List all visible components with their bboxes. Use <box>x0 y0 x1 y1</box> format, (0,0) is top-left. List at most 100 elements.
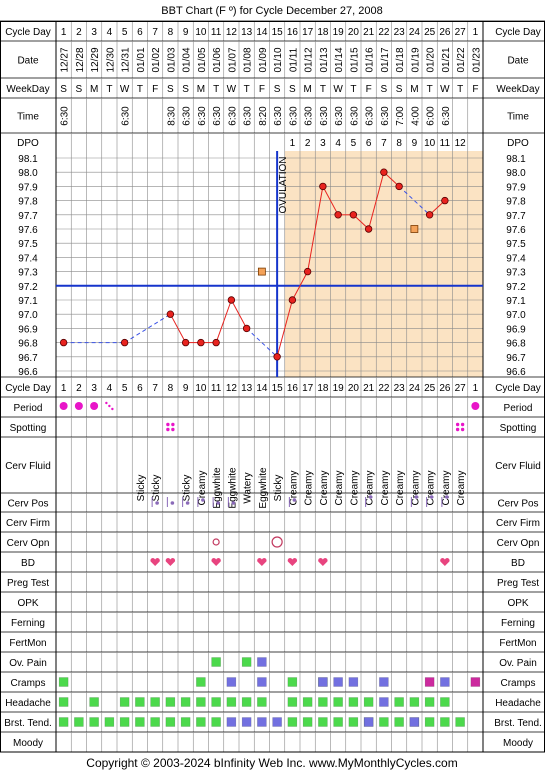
y-tick-label-right: 97.2 <box>506 282 526 293</box>
row-label-weekday: WeekDay <box>6 84 49 95</box>
temp-segment <box>307 186 324 272</box>
y-tick-label-left: 97.0 <box>18 310 38 321</box>
weekday-cell: M <box>90 84 98 95</box>
spotting-dot <box>171 427 175 432</box>
weekday-cell: F <box>472 84 478 95</box>
weekday-cell: T <box>457 84 463 95</box>
cerv-opening-circle <box>271 536 283 548</box>
cycle-day-cell: 1 <box>473 27 479 38</box>
dpo-cell: 12 <box>455 138 467 149</box>
row-label-ferning: Ferning <box>11 618 45 629</box>
row-label-spotting-right: Spotting <box>500 423 537 434</box>
y-tick-label-left: 96.6 <box>18 367 38 378</box>
date-cell: 12/31 <box>121 47 132 72</box>
y-tick-label-right: 98.1 <box>506 154 526 165</box>
date-cell: 01/08 <box>243 47 254 72</box>
cycle-day-cell: 26 <box>439 383 451 394</box>
cycle-day-cell: 18 <box>317 27 329 38</box>
row-label-cerv_opn: Cerv Opn <box>7 538 50 549</box>
cerv-opening-circle <box>212 538 220 546</box>
brst-tend-green-marker <box>318 717 328 727</box>
cycle-day-cell: 1 <box>61 27 67 38</box>
weekday-cell: S <box>289 84 296 95</box>
date-cell: 01/11 <box>288 47 299 72</box>
headache-green-marker <box>302 697 313 707</box>
headache-green-marker <box>135 697 145 707</box>
headache-green-marker <box>287 697 298 707</box>
time-cell: 6:30 <box>197 106 208 126</box>
weekday-cell: F <box>366 84 372 95</box>
period-heavy-dot <box>471 402 480 410</box>
brst-tend-green-marker <box>333 717 343 727</box>
cycle-day-cell: 25 <box>424 383 436 394</box>
row-label-time: Time <box>17 112 39 123</box>
y-tick-label-right: 96.9 <box>506 324 526 335</box>
cycle-day-cell: 9 <box>183 27 189 38</box>
cycle-day-cell: 6 <box>137 27 143 38</box>
cycle-day-cell: 23 <box>394 27 406 38</box>
period-spotting-dot <box>111 407 114 411</box>
cycle-day-cell: 22 <box>378 27 390 38</box>
row-label-cycle_day: Cycle Day <box>5 383 51 394</box>
y-tick-label-left: 97.2 <box>18 282 38 293</box>
headache-green-marker <box>119 697 130 707</box>
headache-green-marker <box>58 697 69 707</box>
row-label-ov_pain-right: Ov. Pain <box>499 658 537 669</box>
cycle-day-cell: 11 <box>211 27 222 38</box>
date-cell: 01/13 <box>319 47 330 72</box>
dpo-cell: 10 <box>424 138 436 149</box>
headache-green-marker <box>348 697 359 707</box>
cycle-day-cell: 21 <box>363 27 375 38</box>
cerv-fluid-cell: Creamy <box>426 470 437 505</box>
y-tick-label-left: 98.0 <box>18 168 38 179</box>
cramps-blue-marker <box>318 677 328 687</box>
date-cell: 12/27 <box>60 47 71 72</box>
row-label-dpo-right: DPO <box>507 138 529 149</box>
cerv-fluid-cell: Creamy <box>456 470 467 505</box>
weekday-cell: S <box>274 84 281 95</box>
ov-pain-green-marker <box>211 657 221 667</box>
cycle-day-cell: 12 <box>226 383 238 394</box>
time-cell: 6:30 <box>380 106 391 126</box>
brst-tend-green-marker <box>104 717 115 727</box>
headache-green-marker <box>196 697 206 707</box>
cerv-fluid-cell: Sticky <box>151 475 162 502</box>
headache-green-marker <box>318 697 328 707</box>
temp-point <box>334 211 342 219</box>
y-tick-label-right: 97.7 <box>506 211 526 222</box>
cerv-pos-dot <box>185 501 190 505</box>
row-label-period-right: Period <box>504 403 533 414</box>
cerv-pos-dot <box>201 498 205 502</box>
y-tick-label-left: 97.8 <box>18 197 38 208</box>
cerv-fluid-cell: Eggwhite <box>227 467 238 509</box>
headache-green-marker <box>89 697 99 707</box>
time-cell: 6:30 <box>334 106 345 126</box>
row-label-brst_tend: Brst. Tend. <box>4 718 52 729</box>
temp-point <box>120 338 129 347</box>
temp-point <box>181 338 190 347</box>
weekday-cell: S <box>396 84 403 95</box>
row-label-headache: Headache <box>5 698 51 709</box>
cycle-day-cell: 5 <box>122 27 128 38</box>
bd-heart-icon <box>318 558 328 566</box>
time-cell: 6:30 <box>227 106 238 126</box>
discarded-temp <box>410 225 419 233</box>
row-label-period: Period <box>14 403 43 414</box>
cycle-day-cell: 16 <box>287 383 299 394</box>
cramps-blue-marker <box>333 677 343 687</box>
time-cell: 8:30 <box>166 106 177 126</box>
brst-tend-green-marker <box>211 717 221 727</box>
cycle-day-cell: 12 <box>226 27 238 38</box>
weekday-cell: F <box>152 84 158 95</box>
cerv-fluid-cell: Creamy <box>197 470 208 505</box>
cerv-fluid-cell: Creamy <box>441 470 452 505</box>
time-cell: 6:30 <box>60 106 71 126</box>
date-cell: 01/22 <box>456 47 467 72</box>
date-cell: 12/29 <box>90 47 101 72</box>
cerv-fluid-cell: Creamy <box>288 470 299 505</box>
weekday-cell: S <box>60 84 67 95</box>
cycle-day-cell: 11 <box>211 383 222 394</box>
period-spotting-dot <box>108 404 111 408</box>
cycle-day-cell: 25 <box>424 27 436 38</box>
headache-green-marker <box>394 697 404 707</box>
